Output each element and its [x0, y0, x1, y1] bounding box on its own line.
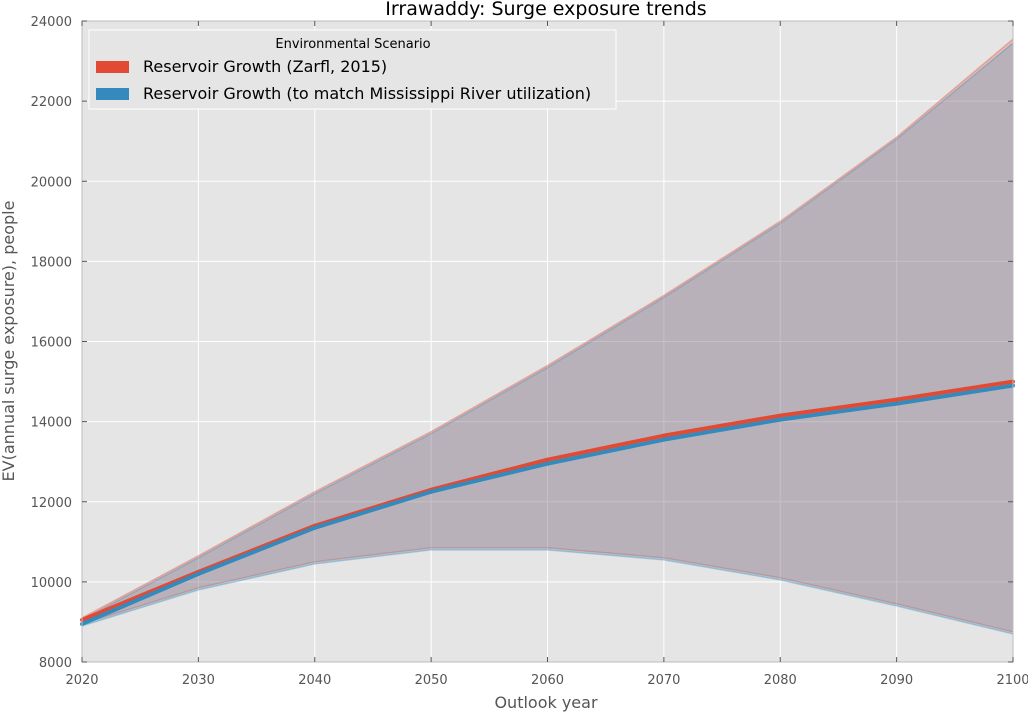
legend-swatch-mississippi: [96, 88, 129, 100]
y-tick-label: 24000: [31, 15, 72, 30]
series-0-point: [545, 457, 550, 462]
series-0-point: [894, 397, 899, 402]
y-tick-label: 18000: [31, 255, 72, 270]
y-tick-label: 12000: [31, 496, 72, 511]
chart-title: Irrawaddy: Surge exposure trends: [385, 0, 706, 20]
y-axis-label: EV(annual surge exposure), people: [0, 201, 18, 482]
series-1-point: [661, 437, 666, 442]
band-upper-edge-0: [81, 38, 1014, 619]
series-1-point: [196, 571, 201, 576]
legend-title: Environmental Scenario: [275, 37, 430, 52]
y-tick-label: 14000: [31, 416, 72, 431]
band-lower-edge-1: [81, 549, 1014, 635]
y-tick-label: 16000: [31, 336, 72, 351]
legend-swatch-zarfl: [96, 61, 129, 73]
x-tick-label: 2050: [415, 673, 448, 688]
x-tick-label: 2030: [182, 673, 215, 688]
x-tick-label: 2060: [531, 673, 564, 688]
band-lower-edge-0: [81, 547, 1014, 633]
uncertainty-bands: [81, 38, 1014, 635]
series-lines: [80, 379, 1015, 626]
x-tick-label: 2020: [65, 673, 98, 688]
series-1-point: [312, 525, 317, 530]
x-tick-label: 2100: [996, 673, 1028, 688]
series-1-point: [778, 417, 783, 422]
y-tick-label: 8000: [39, 656, 72, 671]
band-series-0: [82, 39, 1013, 632]
legend-label-mississippi: Reservoir Growth (to match Mississippi R…: [143, 84, 591, 103]
series-1-point: [545, 461, 550, 466]
legend-box: [88, 29, 617, 110]
series-0-point: [778, 413, 783, 418]
x-tick-label: 2090: [880, 673, 913, 688]
legend-label-zarfl: Reservoir Growth (Zarfl, 2015): [143, 57, 387, 76]
y-tick-label: 10000: [31, 576, 72, 591]
series-1-point: [894, 401, 899, 406]
x-tick-label: 2080: [764, 673, 797, 688]
x-tick-label: 2040: [298, 673, 331, 688]
band-upper-edge-1: [81, 42, 1014, 621]
series-1-point: [429, 489, 434, 494]
x-axis-label: Outlook year: [494, 693, 598, 712]
y-tick-label: 20000: [31, 175, 72, 190]
series-0-point: [661, 433, 666, 438]
x-tick-label: 2070: [647, 673, 680, 688]
y-tick-label: 22000: [31, 95, 72, 110]
legend: Environmental Scenario Reservoir Growth …: [88, 29, 617, 110]
axis-ticks: 2020 2030 2040 2050 2060 2070 2080 2090 2100 8000…: [31, 15, 1028, 688]
band-series-1: [82, 43, 1013, 634]
